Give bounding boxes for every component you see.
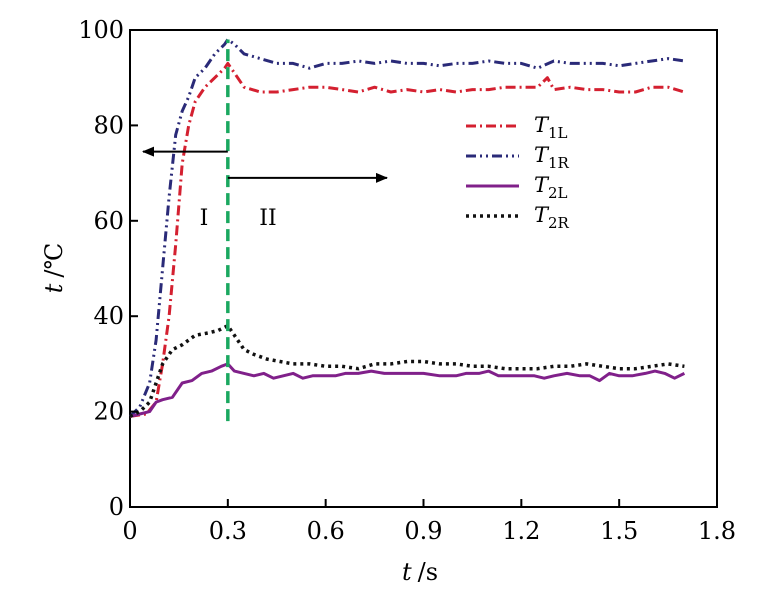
legend-label-T1L: T1L	[534, 113, 568, 142]
region-left-label: I	[200, 206, 209, 231]
legend-label-T2R: T2R	[534, 203, 570, 232]
region-right-label: II	[259, 206, 276, 231]
x-axis-var: t	[402, 558, 412, 586]
series-line-T2L	[129, 362, 686, 418]
y-tick-label: 80	[93, 111, 124, 139]
legend-label-T1R: T1R	[534, 143, 570, 172]
axis-ticks: 0 0.3 0.6 0.9 1.2 1.5 1.8 0 20 40 60 80 100	[78, 16, 736, 545]
y-axis-unit: /℃	[40, 243, 68, 278]
annotations: I II	[142, 39, 388, 422]
x-tick-label: 1.8	[698, 517, 736, 545]
x-tick-label: 0.6	[307, 517, 345, 545]
y-tick-label: 0	[109, 493, 124, 521]
series-line-T1L	[129, 61, 685, 418]
legend-label-T2L: T2L	[534, 173, 568, 202]
x-axis-unit: /s	[418, 558, 438, 586]
series-line-T1R	[128, 38, 685, 418]
x-tick-label: 0	[122, 517, 137, 545]
x-tick-label: 1.5	[600, 517, 638, 545]
y-tick-label: 60	[93, 207, 124, 235]
x-axis-label: t/s	[402, 558, 438, 586]
y-tick-label: 100	[78, 16, 124, 44]
x-tick-label: 0.3	[209, 517, 247, 545]
x-tick-label: 0.9	[404, 517, 442, 545]
plot-area	[128, 38, 686, 418]
y-tick-label: 40	[93, 302, 124, 330]
series-line-T2R	[129, 323, 685, 418]
x-tick-label: 1.2	[502, 517, 540, 545]
y-axis-label: t /℃	[40, 243, 68, 294]
plot-frame	[129, 29, 718, 508]
y-tick-label: 20	[93, 398, 124, 426]
y-axis-var: t	[40, 283, 68, 293]
